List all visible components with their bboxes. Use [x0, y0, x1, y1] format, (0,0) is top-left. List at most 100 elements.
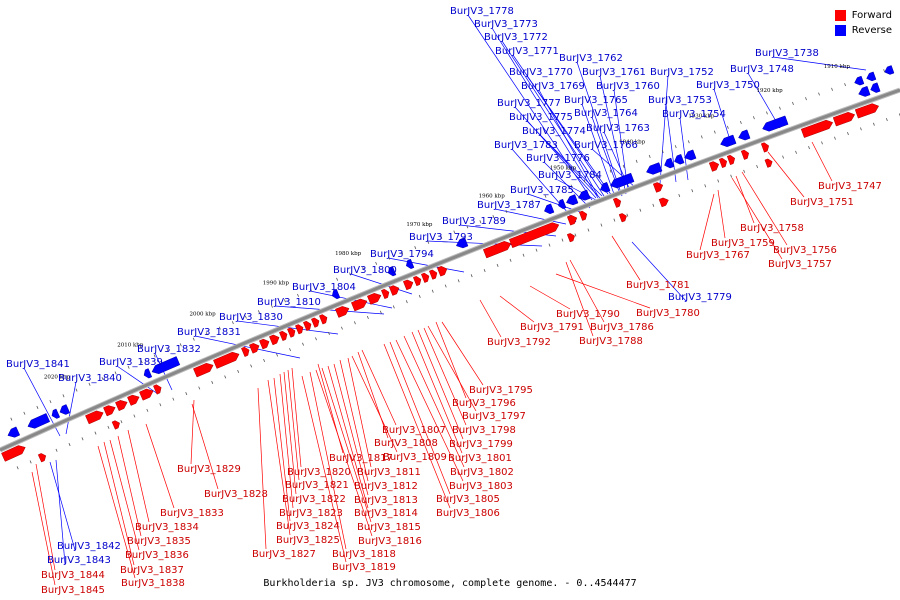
leader-line [717, 189, 726, 239]
minor-tick [717, 179, 720, 183]
minor-tick [36, 405, 39, 409]
forward-gene-arrow [303, 320, 312, 332]
minor-tick [766, 111, 768, 115]
leader-line [387, 257, 465, 273]
reverse-gene-label: BurJV3_1764 [574, 108, 638, 119]
minor-tick [730, 174, 733, 178]
forward-gene-label: BurJV3_1805 [436, 494, 500, 505]
minor-tick [492, 215, 495, 219]
reverse-gene-label: BurJV3_1804 [292, 282, 356, 293]
legend-item-forward: Forward [834, 8, 892, 23]
leader-line [538, 89, 599, 197]
minor-tick [427, 240, 430, 244]
reverse-gene-arrow [566, 194, 579, 206]
minor-tick [263, 358, 266, 363]
forward-gene-arrow [153, 384, 162, 395]
scale-tick-label: 1970 kbp [406, 222, 433, 228]
forward-gene-arrow [578, 210, 588, 221]
scale-tick-label: 1910 kbp [824, 64, 851, 70]
reverse-gene-label: BurJV3_1783 [494, 140, 558, 151]
leader-line [611, 235, 641, 281]
reverse-gene-arrow [600, 181, 611, 193]
gene-features [1, 65, 895, 463]
minor-tick [284, 299, 286, 303]
forward-gene-arrow [380, 288, 390, 300]
forward-gene-arrow [269, 334, 280, 346]
leader-line [581, 103, 615, 195]
legend-label-forward: Forward [851, 10, 892, 21]
reverse-gene-arrow [7, 426, 21, 438]
forward-gene-arrow [566, 214, 578, 226]
leader-line [49, 461, 76, 551]
chromosome-backbone [0, 87, 900, 453]
reverse-gene-arrow [854, 75, 865, 86]
leader-line [417, 329, 464, 440]
minor-tick [349, 272, 352, 276]
reverse-gene-label: BurJV3_1842 [57, 541, 121, 552]
forward-gene-label: BurJV3_1835 [127, 536, 191, 547]
reverse-gene-label: BurJV3_1772 [484, 32, 548, 43]
forward-gene-label: BurJV3_1799 [449, 439, 513, 450]
forward-gene-label: BurJV3_1780 [636, 308, 700, 319]
reverse-gene-arrow [578, 189, 591, 201]
reverse-gene-label: BurJV3_1841 [6, 359, 70, 370]
reverse-gene-label: BurJV3_1763 [586, 123, 650, 134]
leader-line [103, 441, 135, 566]
forward-gene-label: BurJV3_1815 [357, 522, 421, 533]
leader-line [389, 341, 451, 495]
reverse-gene-label: BurJV3_1754 [662, 109, 726, 120]
leader-line [339, 359, 369, 482]
minor-tick [81, 437, 84, 441]
forward-gene-arrow [436, 265, 448, 277]
reverse-gene-label: BurJV3_1750 [696, 80, 760, 91]
minor-tick [49, 400, 52, 404]
forward-gene-label: BurJV3_1814 [354, 508, 418, 519]
leader-line [499, 295, 535, 323]
forward-gene-label: BurJV3_1781 [626, 280, 690, 291]
forward-gene-label: BurJV3_1820 [287, 467, 351, 478]
reverse-gene-arrow [331, 288, 341, 300]
forward-gene-label: BurJV3_1809 [383, 452, 447, 463]
reverse-gene-label: BurJV3_1800 [333, 265, 397, 276]
minor-tick [844, 83, 846, 87]
minor-tick [609, 169, 612, 173]
forward-gene-arrow [832, 111, 856, 127]
leader-line [287, 369, 300, 481]
minor-tick [362, 267, 365, 271]
minor-tick [756, 165, 759, 169]
leader-line [357, 351, 389, 439]
legend: Forward Reverse [834, 8, 892, 38]
forward-gene-arrow [412, 275, 422, 287]
reverse-gene-label: BurJV3_1784 [538, 170, 602, 181]
minor-tick [509, 258, 512, 262]
leader-line [491, 27, 599, 199]
minor-tick [120, 420, 123, 424]
reverse-gene-label: BurJV3_1770 [509, 67, 573, 78]
forward-gene-label: BurJV3_1817 [329, 453, 393, 464]
reverse-gene-label: BurJV3_1773 [474, 19, 538, 30]
leader-line [257, 387, 267, 550]
leader-line [565, 261, 594, 337]
reverse-gene-arrow [646, 162, 663, 175]
leader-line [191, 403, 219, 490]
reverse-gene-label: BurJV3_1760 [596, 81, 660, 92]
scale-tick-label: 1960 kbp [479, 193, 506, 199]
minor-tick [192, 337, 195, 341]
forward-gene-arrow [726, 154, 736, 166]
minor-tick [834, 136, 836, 140]
forward-gene-label: BurJV3_1833 [160, 508, 224, 519]
minor-tick [782, 155, 784, 159]
reverse-gene-arrow [720, 134, 737, 148]
minor-tick [704, 184, 707, 188]
scale-ticks: 1910 kbp 1920 kbp 1930 kbp 1940 kbp 1950 kbp… [10, 64, 900, 470]
forward-gene-arrow [764, 158, 773, 168]
forward-gene-label: BurJV3_1759 [711, 238, 775, 249]
forward-gene-arrow [111, 420, 120, 430]
minor-tick [218, 326, 221, 330]
minor-tick [205, 332, 208, 336]
leader-line [811, 141, 833, 182]
minor-tick [535, 248, 538, 252]
forward-gene-arrow [402, 279, 414, 291]
